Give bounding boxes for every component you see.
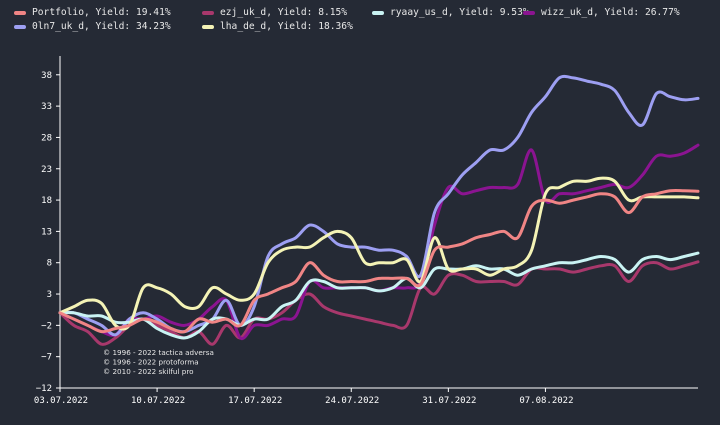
legend-label: ezj_uk_d, Yield: 8.15% xyxy=(220,7,348,18)
legend-swatch xyxy=(523,10,535,15)
y-tick-label: −2 xyxy=(41,321,52,331)
y-tick-label: 18 xyxy=(41,196,52,206)
legend-label: Portfolio, Yield: 19.41% xyxy=(32,7,171,18)
series-line[interactable] xyxy=(58,143,700,341)
y-tick-label: −7 xyxy=(41,353,52,363)
legend-swatch xyxy=(14,10,26,15)
series-line[interactable] xyxy=(58,251,700,340)
credits: © 1996 - 2022 tactica adversa© 1996 - 20… xyxy=(103,348,214,376)
y-tick-label: 3 xyxy=(47,290,52,300)
legend-item[interactable]: ryaay_us_d, Yield: 9.53% xyxy=(372,7,529,18)
x-tick-label: 10.07.2022 xyxy=(131,396,185,406)
credit-text: © 2010 - 2022 skilful pro xyxy=(103,367,194,376)
legend-item[interactable]: wizz_uk_d, Yield: 26.77% xyxy=(523,7,680,18)
series-lines xyxy=(58,74,700,346)
x-tick-label: 24.07.2022 xyxy=(325,396,379,406)
series-line[interactable] xyxy=(58,74,700,337)
legend-label: lha_de_d, Yield: 18.36% xyxy=(220,21,353,32)
y-tick-label: 23 xyxy=(41,165,52,175)
legend-swatch xyxy=(372,10,384,15)
series-line[interactable] xyxy=(58,188,700,334)
legend-label: wizz_uk_d, Yield: 26.77% xyxy=(541,7,680,18)
legend-item[interactable]: ezj_uk_d, Yield: 8.15% xyxy=(202,7,347,18)
series-line[interactable] xyxy=(58,176,700,331)
credit-text: © 1996 - 2022 protoforma xyxy=(103,358,199,367)
legend-swatch xyxy=(202,24,214,29)
credit-text: © 1996 - 2022 tactica adversa xyxy=(103,348,214,357)
x-tick-label: 03.07.2022 xyxy=(34,396,88,406)
legend-swatch xyxy=(202,10,214,15)
legend-item[interactable]: lha_de_d, Yield: 18.36% xyxy=(202,21,353,32)
y-tick-label: 8 xyxy=(47,259,52,269)
legend-item[interactable]: Portfolio, Yield: 19.41% xyxy=(14,7,171,18)
y-tick-label: 28 xyxy=(41,133,52,143)
legend-swatch xyxy=(14,24,26,29)
y-tick-label: −12 xyxy=(36,384,52,394)
y-tick-label: 13 xyxy=(41,227,52,237)
y-tick-label: 33 xyxy=(41,102,52,112)
series-line[interactable] xyxy=(58,260,700,346)
legend-label: 0ln7_uk_d, Yield: 34.23% xyxy=(32,21,171,32)
x-tick-label: 17.07.2022 xyxy=(228,396,282,406)
x-tick-label: 31.07.2022 xyxy=(422,396,476,406)
legend-item[interactable]: 0ln7_uk_d, Yield: 34.23% xyxy=(14,21,171,32)
legend-label: ryaay_us_d, Yield: 9.53% xyxy=(390,7,529,18)
x-tick-label: 07.08.2022 xyxy=(519,396,573,406)
y-tick-label: 38 xyxy=(41,71,52,81)
